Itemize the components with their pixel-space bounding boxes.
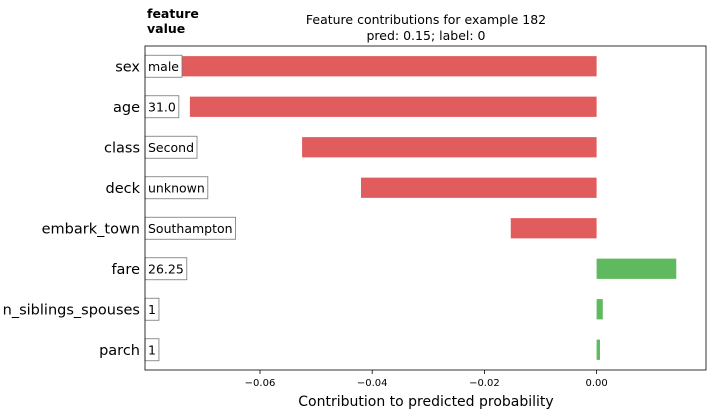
x-axis-label: Contribution to predicted probability xyxy=(298,394,553,410)
feature-value-header: feature value xyxy=(147,6,199,36)
category-label: deck xyxy=(106,181,141,197)
category-label: parch xyxy=(99,343,140,359)
feature-value: Second xyxy=(148,140,194,155)
feature-value-box: male xyxy=(144,54,183,78)
plot-frame xyxy=(144,45,707,371)
feature-value-box: Southampton xyxy=(144,216,236,240)
feature-value-box: 1 xyxy=(144,338,160,362)
feature-value-box: 26.25 xyxy=(144,257,188,281)
feature-value-box: 31.0 xyxy=(144,95,180,119)
feature-value: 31.0 xyxy=(148,99,176,114)
feature-value: male xyxy=(148,59,179,74)
feature-value-box: Second xyxy=(144,135,198,159)
category-label: age xyxy=(113,100,140,116)
x-tick-label: −0.04 xyxy=(357,378,388,389)
feature-value-box: 1 xyxy=(144,297,160,321)
bar-sex xyxy=(173,56,597,77)
feature-value: 1 xyxy=(148,342,156,357)
chart-title: Feature contributions for example 182 xyxy=(306,12,546,27)
chart-subtitle: pred: 0.15; label: 0 xyxy=(367,28,486,43)
x-tick-label: 0.00 xyxy=(585,378,607,389)
bar-class xyxy=(302,137,597,158)
feature-value: Southampton xyxy=(148,221,233,236)
x-ticks-group: −0.06 −0.04 −0.02 0.00 xyxy=(245,370,608,389)
category-label: n_siblings_spouses xyxy=(3,302,140,318)
category-label: embark_town xyxy=(42,221,140,237)
feature-value-box: unknown xyxy=(144,176,209,200)
bar-age xyxy=(189,96,597,117)
bar-parch xyxy=(596,339,600,360)
feature-value: unknown xyxy=(148,180,205,195)
category-label: class xyxy=(104,140,140,156)
x-tick-label: −0.02 xyxy=(469,378,500,389)
value-boxes-group: male 31.0 Second unknown Southampton 26.25 1 1 xyxy=(144,54,236,362)
feature-value: 26.25 xyxy=(148,261,184,276)
bar-fare xyxy=(596,258,677,279)
bar-embark-town xyxy=(510,218,597,239)
feature-value: 1 xyxy=(148,302,156,317)
category-label: sex xyxy=(115,59,140,75)
category-label: fare xyxy=(111,262,140,278)
bar-n-siblings-spouses xyxy=(596,299,603,320)
bars-group xyxy=(173,56,677,360)
x-tick-label: −0.06 xyxy=(245,378,276,389)
bar-deck xyxy=(360,177,597,198)
